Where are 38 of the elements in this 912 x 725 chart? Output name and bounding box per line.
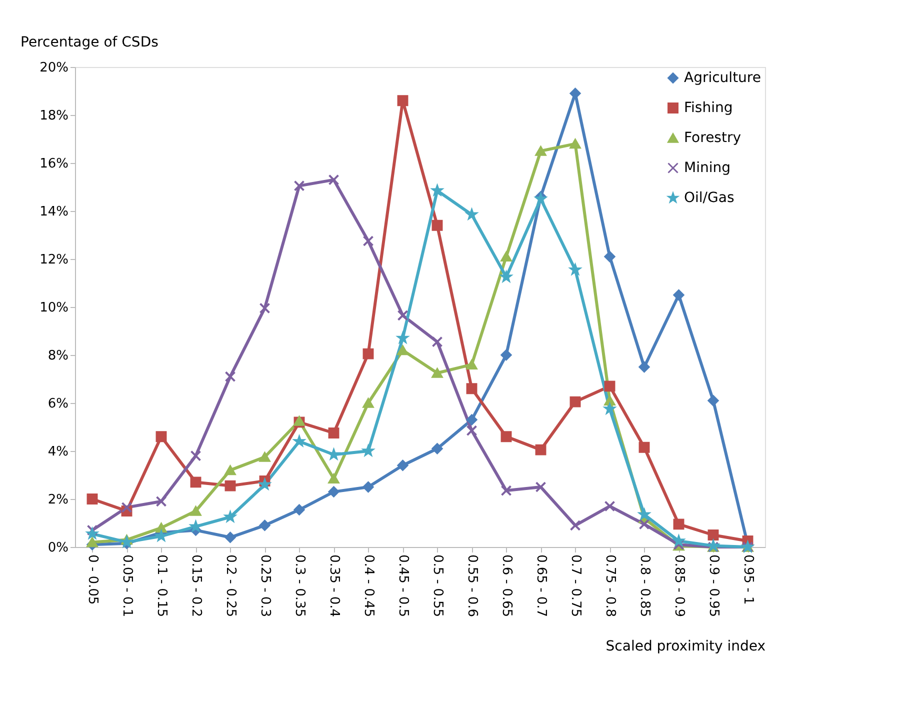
y-tick-label: 8% xyxy=(48,348,68,364)
x-tick-label: 0.9 - 0.95 xyxy=(706,554,721,618)
legend-label: Fishing xyxy=(684,100,733,116)
legend-label: Forestry xyxy=(684,130,742,146)
y-tick-label: 0% xyxy=(48,540,68,556)
x-tick-label: 0.55 - 0.6 xyxy=(464,554,480,618)
x-tick-label: 0.75 - 0.8 xyxy=(602,554,618,618)
x-tick-label: 0.4 - 0.45 xyxy=(360,554,376,618)
x-tick-label: 0.8 - 0.85 xyxy=(636,554,652,618)
x-axis-title: Scaled proximity index xyxy=(606,638,766,654)
y-axis-title: Percentage of CSDs xyxy=(20,34,158,50)
legend-label: Agriculture xyxy=(684,70,761,86)
x-tick-label: 0.5 - 0.55 xyxy=(430,554,445,618)
x-tick-label: 0.45 - 0.5 xyxy=(395,554,410,618)
y-tick-label: 18% xyxy=(40,108,68,124)
y-tick-label: 14% xyxy=(40,204,68,220)
x-tick-label: 0.65 - 0.7 xyxy=(533,554,548,618)
x-tick-label: 0.15 - 0.2 xyxy=(188,554,204,618)
x-tick-label: 0.7 - 0.75 xyxy=(568,554,583,618)
x-tick-label: 0 - 0.05 xyxy=(84,554,100,605)
y-tick-label: 6% xyxy=(48,396,68,412)
y-tick-label: 4% xyxy=(48,444,68,460)
y-tick-label: 12% xyxy=(40,252,68,268)
x-tick-label: 0.2 - 0.25 xyxy=(222,554,238,618)
x-tick-label: 0.35 - 0.4 xyxy=(326,554,342,618)
x-tick-label: 0.85 - 0.9 xyxy=(671,554,686,618)
y-tick-label: 2% xyxy=(48,492,68,508)
x-tick-label: 0.25 - 0.3 xyxy=(257,554,272,618)
legend-label: Oil/Gas xyxy=(684,190,734,206)
x-tick-label: 0.05 - 0.1 xyxy=(119,554,134,618)
legend-label: Mining xyxy=(684,160,730,176)
x-tick-label: 0.6 - 0.65 xyxy=(498,554,514,618)
x-tick-label: 0.1 - 0.15 xyxy=(154,554,169,618)
y-tick-label: 10% xyxy=(40,300,68,316)
x-tick-label: 0.95 - 1 xyxy=(740,554,756,605)
y-tick-label: 16% xyxy=(40,156,68,172)
y-tick-label: 20% xyxy=(40,60,68,76)
x-tick-label: 0.3 - 0.35 xyxy=(292,554,307,618)
